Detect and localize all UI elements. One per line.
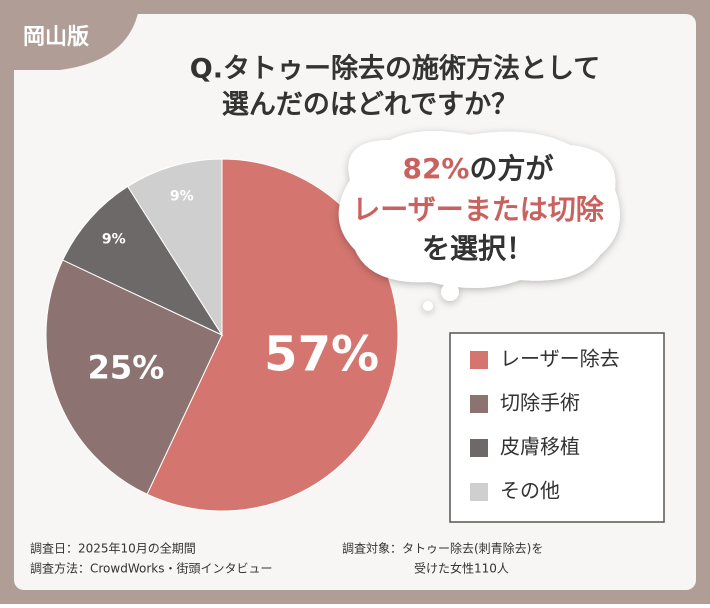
badge: 岡山版 — [23, 25, 89, 50]
callout-line: レーザーまたは切除 — [352, 193, 604, 226]
footnote: 調査対象：タトゥー除去(刺青除去)を — [342, 541, 543, 556]
legend-label: 皮膚移植 — [500, 435, 580, 459]
callout-text: の方が — [470, 152, 554, 185]
footnote: 調査日：2025年10月の全期間 — [30, 541, 196, 556]
pie-slice — [127, 158, 223, 337]
footnote: 受けた女性110人 — [414, 561, 509, 576]
legend-label: その他 — [500, 479, 560, 503]
legend-label: レーザー除去 — [500, 347, 620, 371]
title: Q.タトゥー除去の施術方法として — [190, 53, 600, 85]
callout-line: を選択！ — [422, 232, 534, 265]
slice-label: 57% — [264, 326, 379, 382]
legend-swatch — [470, 395, 488, 413]
pie-slice — [45, 259, 223, 495]
slice-label: 9% — [170, 188, 194, 204]
slice-label: 9% — [102, 232, 126, 248]
pie-slice — [146, 158, 399, 512]
callout-bubble — [338, 131, 620, 311]
badge-bg — [0, 0, 140, 70]
cloud-dot — [441, 283, 459, 301]
slice-label: 25% — [88, 349, 165, 387]
pie: 57% 25% 9% 9% — [45, 158, 399, 512]
pie-slice — [62, 185, 224, 337]
legend-swatch — [470, 483, 488, 501]
legend-label: 切除手術 — [500, 391, 580, 415]
cloud — [338, 131, 620, 289]
callout-line: 82%の方が — [402, 152, 553, 185]
title: 選んだのはどれですか？ — [222, 90, 518, 121]
cloud-dot — [423, 301, 433, 311]
footnote: 調査方法：CrowdWorks・街頭インタビュー — [30, 561, 272, 576]
callout-highlight: 82% — [402, 152, 469, 185]
legend-swatch — [470, 439, 488, 457]
legend-swatch — [470, 351, 488, 369]
